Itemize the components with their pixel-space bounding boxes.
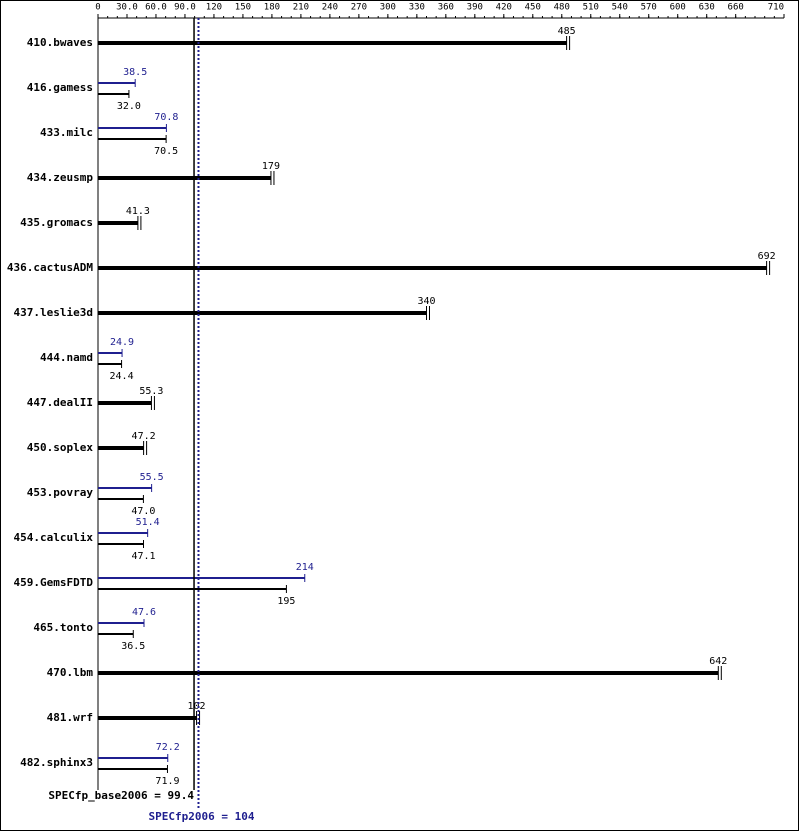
bar xyxy=(98,127,167,129)
value-label: 47.6 xyxy=(132,607,156,618)
x-tick-label: 240 xyxy=(322,3,338,13)
value-label: 24.4 xyxy=(110,371,134,382)
x-tick-label: 360 xyxy=(438,3,454,13)
category-label: 435.gromacs xyxy=(20,216,93,229)
category-label: 434.zeusmp xyxy=(27,171,94,184)
value-label: 51.4 xyxy=(136,517,160,528)
bar xyxy=(98,671,719,675)
bar xyxy=(98,543,144,545)
x-tick-label: 0 xyxy=(95,3,100,13)
x-tick-label: 660 xyxy=(728,3,744,13)
value-label: 24.9 xyxy=(110,337,134,348)
x-tick-label: 300 xyxy=(380,3,396,13)
bar xyxy=(98,498,144,500)
category-label: 447.dealII xyxy=(27,396,93,409)
value-label: 41.3 xyxy=(126,206,150,217)
reference-label: SPECfp_base2006 = 99.4 xyxy=(48,789,194,802)
category-label: 481.wrf xyxy=(47,711,93,724)
bar xyxy=(98,82,136,84)
bar xyxy=(98,768,168,770)
value-label: 195 xyxy=(277,596,295,607)
bar xyxy=(98,93,129,95)
x-tick-label: 540 xyxy=(612,3,628,13)
value-label: 179 xyxy=(262,161,280,172)
value-label: 55.5 xyxy=(140,472,164,483)
value-label: 72.2 xyxy=(156,742,180,753)
category-label: 470.lbm xyxy=(47,666,94,679)
bar xyxy=(98,588,287,590)
value-label: 55.3 xyxy=(139,386,163,397)
value-label: 71.9 xyxy=(155,776,179,787)
bar xyxy=(98,757,168,759)
category-label: 465.tonto xyxy=(33,621,93,634)
x-tick-label: 120 xyxy=(206,3,222,13)
reference-label: SPECfp2006 = 104 xyxy=(149,810,255,823)
x-tick-label: 450 xyxy=(525,3,541,13)
x-tick-label: 150 xyxy=(235,3,251,13)
bar xyxy=(98,633,134,635)
x-tick-label: 210 xyxy=(293,3,309,13)
x-tick-label: 30.0 xyxy=(116,3,138,13)
bar xyxy=(98,487,152,489)
category-label: 450.soplex xyxy=(27,441,94,454)
bar xyxy=(98,266,767,270)
bar xyxy=(98,311,427,315)
value-label: 642 xyxy=(709,656,727,667)
bar xyxy=(98,221,138,225)
value-label: 47.0 xyxy=(131,506,155,517)
bar xyxy=(98,577,305,579)
value-label: 47.2 xyxy=(132,431,156,442)
value-label: 214 xyxy=(296,562,314,573)
category-label: 482.sphinx3 xyxy=(20,756,93,769)
x-tick-label: 390 xyxy=(467,3,483,13)
value-label: 70.8 xyxy=(154,112,178,123)
x-tick-label: 90.0 xyxy=(174,3,196,13)
value-label: 485 xyxy=(558,26,576,37)
x-tick-label: 710 xyxy=(768,3,784,13)
bar xyxy=(98,363,122,365)
bar xyxy=(98,138,167,140)
value-label: 47.1 xyxy=(131,551,155,562)
x-tick-label: 60.0 xyxy=(145,3,167,13)
bar xyxy=(98,176,271,180)
category-label: 453.povray xyxy=(27,486,94,499)
value-label: 36.5 xyxy=(121,641,145,652)
x-tick-label: 630 xyxy=(699,3,715,13)
bar xyxy=(98,352,123,354)
bar xyxy=(98,446,144,450)
x-tick-label: 600 xyxy=(670,3,686,13)
x-tick-label: 270 xyxy=(351,3,367,13)
category-label: 436.cactusADM xyxy=(7,261,93,274)
value-label: 32.0 xyxy=(117,101,141,112)
category-label: 416.gamess xyxy=(27,81,93,94)
bar xyxy=(98,401,152,405)
value-label: 70.5 xyxy=(154,146,178,157)
x-tick-label: 330 xyxy=(409,3,425,13)
x-tick-label: 570 xyxy=(641,3,657,13)
x-tick-label: 510 xyxy=(583,3,599,13)
x-tick-label: 180 xyxy=(264,3,280,13)
value-label: 38.5 xyxy=(123,67,147,78)
value-label: 692 xyxy=(758,251,776,262)
bar xyxy=(98,622,144,624)
x-tick-label: 480 xyxy=(554,3,570,13)
category-label: 459.GemsFDTD xyxy=(14,576,94,589)
bar xyxy=(98,41,567,45)
value-label: 340 xyxy=(417,296,435,307)
category-label: 433.milc xyxy=(40,126,93,139)
bar xyxy=(98,716,197,720)
bar xyxy=(98,532,148,534)
category-label: 437.leslie3d xyxy=(14,306,93,319)
value-label: 102 xyxy=(188,701,206,712)
category-label: 410.bwaves xyxy=(27,36,93,49)
category-label: 454.calculix xyxy=(14,531,94,544)
category-label: 444.namd xyxy=(40,351,93,364)
x-tick-label: 420 xyxy=(496,3,512,13)
